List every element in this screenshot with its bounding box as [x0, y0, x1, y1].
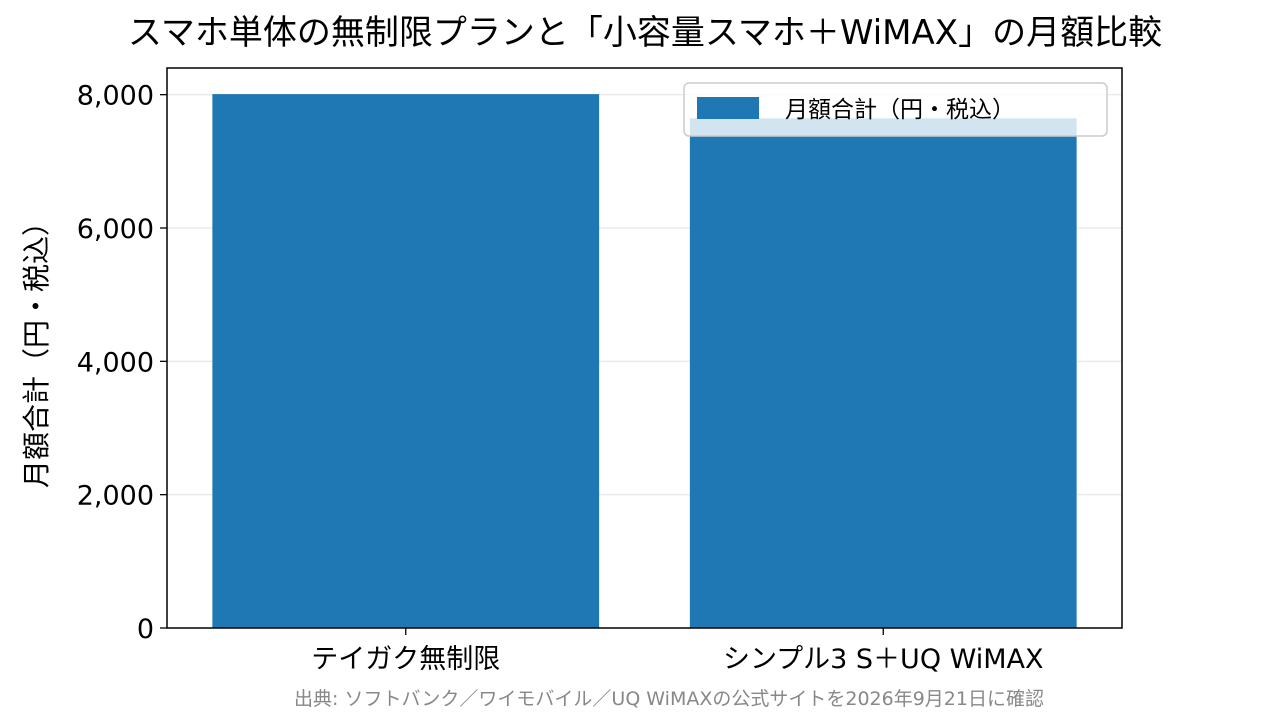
y-tick-label: 6,000	[77, 214, 154, 245]
y-tick-label: 4,000	[77, 347, 154, 378]
source-note: 出典: ソフトバンク／ワイモバイル／UQ WiMAXの公式サイトを2026年9月…	[294, 688, 1044, 710]
x-axis-ticks: テイガク無制限 シンプル3 S＋UQ WiMAX	[311, 628, 1044, 675]
legend-box	[683, 82, 1108, 137]
bars	[212, 94, 1077, 629]
y-tick-label: 8,000	[77, 81, 154, 112]
bar	[689, 118, 1077, 628]
chart-title: スマホ単体の無制限プランと「小容量スマホ＋WiMAX」の月額比較	[128, 13, 1162, 53]
y-axis-ticks: 0 2,000 4,000 6,000 8,000	[77, 81, 167, 645]
x-tick-label: テイガク無制限	[311, 644, 500, 675]
bar	[212, 94, 600, 629]
plot-frame	[166, 67, 1123, 629]
legend-label: 月額合計（円・税込）	[785, 97, 1015, 123]
y-axis-label: 月額合計（円・税込）	[20, 208, 53, 488]
x-tick-label: シンプル3 S＋UQ WiMAX	[723, 644, 1044, 675]
y-tick-label: 2,000	[77, 481, 154, 512]
legend: 月額合計（円・税込）	[683, 82, 1108, 137]
y-tick-label: 0	[137, 614, 154, 645]
legend-swatch	[697, 97, 759, 119]
